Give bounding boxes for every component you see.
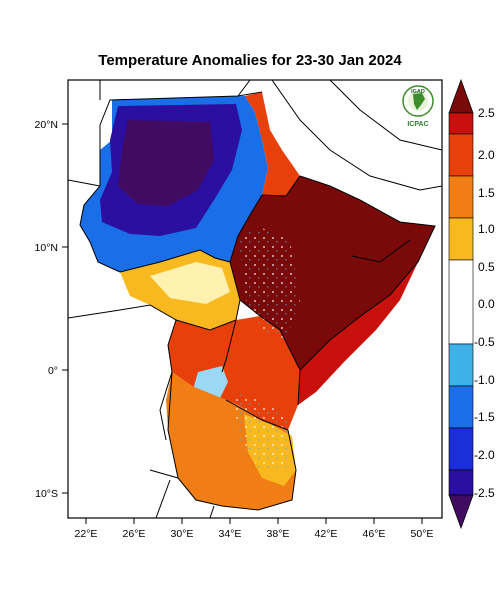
colorbar-label: 2.0 bbox=[478, 148, 495, 162]
colorbar-swatch bbox=[448, 217, 474, 261]
lon-tick-label: 26°E bbox=[123, 528, 146, 540]
anomaly-field bbox=[80, 92, 435, 510]
colorbar-swatch bbox=[448, 175, 474, 219]
longitude-tick-labels: 22°E 26°E 30°E 34°E 38°E 42°E 46°E 50°E bbox=[75, 528, 434, 540]
colorbar-label: 1.5 bbox=[478, 186, 495, 200]
kenya-tanzania-border bbox=[225, 399, 289, 431]
kenya-uganda-region bbox=[168, 316, 300, 430]
drc-border bbox=[68, 304, 177, 441]
map-title: Temperature Anomalies for 23-30 Jan 2024 bbox=[98, 52, 402, 69]
lat-tick-label: 10°N bbox=[35, 242, 58, 254]
colorbar-swatch bbox=[448, 112, 474, 135]
colorbar-label: -1.5 bbox=[474, 410, 495, 424]
lon-tick-label: 46°E bbox=[363, 528, 386, 540]
africa-map-icon bbox=[413, 93, 425, 110]
colorbar-label: -2.5 bbox=[474, 486, 495, 500]
zambia-malawi-lines bbox=[149, 469, 215, 518]
colorbar-label: -2.0 bbox=[474, 448, 495, 462]
colorbar-label: 1.0 bbox=[478, 222, 495, 236]
axis-ticks bbox=[62, 123, 423, 524]
colorbar-top-arrow bbox=[448, 78, 474, 114]
igad-icpac-logo: IGAD ICPAC bbox=[402, 85, 434, 128]
lat-tick-label: 10°S bbox=[35, 488, 58, 500]
map-border bbox=[67, 79, 443, 519]
colorbar-label: -1.0 bbox=[474, 373, 495, 387]
lon-tick-label: 34°E bbox=[219, 528, 242, 540]
uganda-kenya-border bbox=[221, 319, 237, 373]
red-sea-coast-warm bbox=[245, 92, 300, 210]
sudan-core bbox=[118, 120, 214, 206]
ethiopian-highlands-speckle bbox=[238, 228, 300, 340]
sudan-south-sudan-border bbox=[119, 249, 231, 273]
colorbar bbox=[448, 78, 474, 530]
lon-tick-label: 30°E bbox=[171, 528, 194, 540]
colorbar-swatch bbox=[448, 427, 474, 471]
colorbar-label: 2.5 bbox=[478, 106, 495, 120]
colorbar-swatch bbox=[448, 343, 474, 387]
colorbar-swatch bbox=[448, 133, 474, 177]
colorbar-labels: 2.5 2.0 1.5 1.0 0.5 0.0 -0.5 -1.0 -1.5 -… bbox=[474, 106, 495, 500]
lon-tick-label: 22°E bbox=[75, 528, 98, 540]
somalia-south-warm bbox=[298, 262, 418, 405]
colorbar-swatch bbox=[448, 259, 474, 345]
lon-tick-label: 38°E bbox=[267, 528, 290, 540]
colorbar-label: 0.5 bbox=[478, 260, 495, 274]
colorbar-label: -0.5 bbox=[474, 335, 495, 349]
country-borders bbox=[68, 80, 442, 518]
south-sudan-pale bbox=[150, 262, 230, 304]
latitude-tick-labels: 20°N 10°N 0° 10°S bbox=[35, 119, 58, 500]
logo-top-text: IGAD bbox=[411, 89, 425, 95]
lon-tick-label: 50°E bbox=[411, 528, 434, 540]
logo-bottom-text: ICPAC bbox=[407, 121, 428, 128]
ethiopia-border bbox=[229, 175, 301, 371]
lon-tick-label: 42°E bbox=[315, 528, 338, 540]
colorbar-label: 0.0 bbox=[478, 297, 495, 311]
lat-tick-label: 20°N bbox=[35, 119, 58, 131]
tanzania-outline bbox=[167, 371, 297, 511]
arabia-coast bbox=[271, 80, 442, 191]
somaliland-border bbox=[351, 239, 411, 263]
somalia-border bbox=[297, 175, 436, 406]
lat-tick-label: 0° bbox=[48, 365, 58, 377]
colorbar-swatch bbox=[448, 385, 474, 429]
egypt-libya-lines bbox=[68, 80, 251, 187]
colorbar-bottom-arrow bbox=[448, 494, 474, 530]
colorbar-swatch bbox=[448, 469, 474, 496]
